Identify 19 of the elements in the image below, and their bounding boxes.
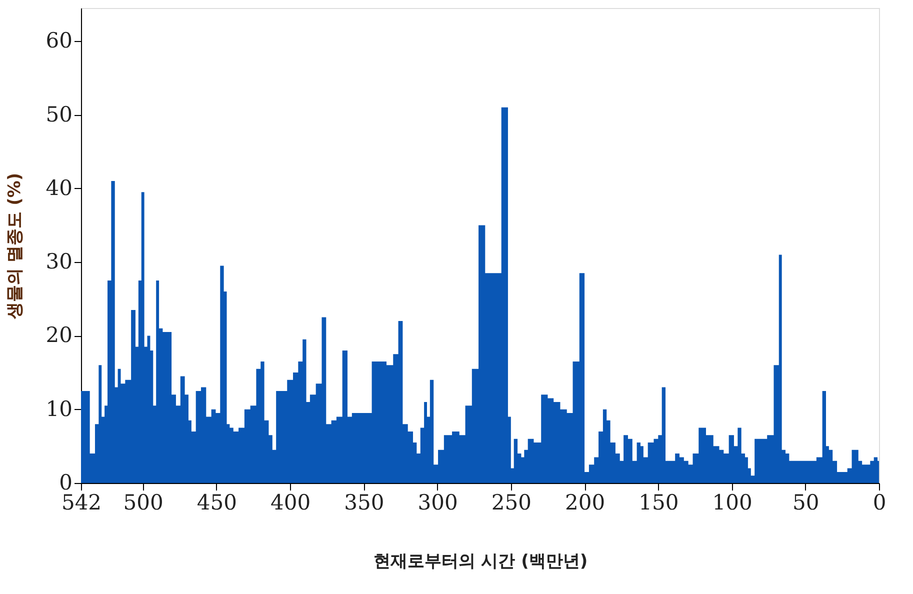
x-tick-label: 300 xyxy=(418,490,458,514)
y-tick-label: 60 xyxy=(46,28,72,53)
x-tick-label: 0 xyxy=(872,490,886,514)
y-tick-label: 30 xyxy=(46,250,72,274)
x-tick-label: 400 xyxy=(270,490,311,514)
x-tick-label: 250 xyxy=(491,490,532,514)
x-tick-label: 350 xyxy=(344,490,384,514)
x-axis-title: 현재로부터의 시간 (백만년) xyxy=(373,552,588,572)
x-tick-label: 450 xyxy=(196,490,237,514)
x-tick-label: 100 xyxy=(712,490,752,514)
y-tick-label: 40 xyxy=(46,176,72,200)
x-tick-label: 150 xyxy=(638,490,679,514)
x-tick-label: 200 xyxy=(564,490,606,514)
y-tick-label: 20 xyxy=(46,323,72,348)
y-tick-label: 50 xyxy=(46,102,72,126)
y-tick-label: 10 xyxy=(46,396,72,421)
y-axis-title: 생물의 멸종도 (%) xyxy=(4,172,25,320)
x-tick-label: 50 xyxy=(792,490,820,514)
x-tick-label: 500 xyxy=(123,490,164,514)
